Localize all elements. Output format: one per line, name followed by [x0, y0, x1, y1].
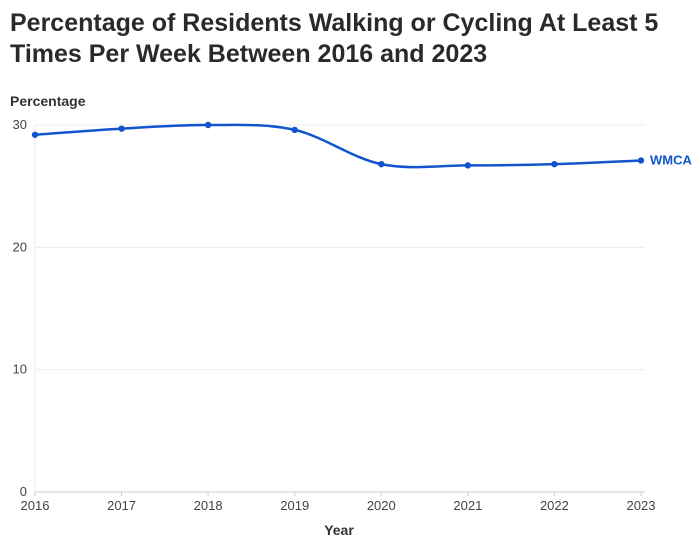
x-tick-label: 2021: [453, 498, 482, 513]
y-tick-label: 30: [13, 117, 27, 132]
x-tick-label: 2017: [107, 498, 136, 513]
gridlines: [34, 124, 645, 493]
y-tick-label: 0: [20, 484, 27, 499]
x-tick-label: 2023: [627, 498, 656, 513]
series-group: WMCA: [31, 121, 692, 169]
x-tick-label: 2019: [280, 498, 309, 513]
data-point[interactable]: [551, 160, 558, 168]
data-point[interactable]: [204, 121, 212, 129]
x-axis-label: Year: [324, 522, 354, 538]
data-point[interactable]: [31, 131, 39, 138]
series-label: WMCA: [650, 152, 692, 167]
x-tick-label: 2018: [194, 498, 223, 513]
data-point[interactable]: [464, 162, 472, 169]
x-tick-label: 2020: [367, 498, 396, 513]
x-tick-label: 2022: [540, 498, 569, 513]
y-tick-label: 20: [13, 239, 27, 254]
chart-title: Percentage of Residents Walking or Cycli…: [10, 9, 659, 68]
y-axis-ticks: 0 10 20 30: [13, 117, 27, 499]
x-axis-ticks: 2016 2017 2018 2019 2020 2021 2022 2023: [21, 492, 656, 513]
data-point[interactable]: [637, 157, 645, 164]
data-point[interactable]: [118, 125, 125, 132]
x-tick-label: 2016: [21, 498, 50, 513]
data-point[interactable]: [378, 160, 385, 168]
series-line-wmca: [34, 123, 642, 169]
y-axis-label: Percentage: [10, 93, 86, 109]
data-point[interactable]: [291, 126, 298, 134]
y-tick-label: 10: [13, 362, 27, 377]
